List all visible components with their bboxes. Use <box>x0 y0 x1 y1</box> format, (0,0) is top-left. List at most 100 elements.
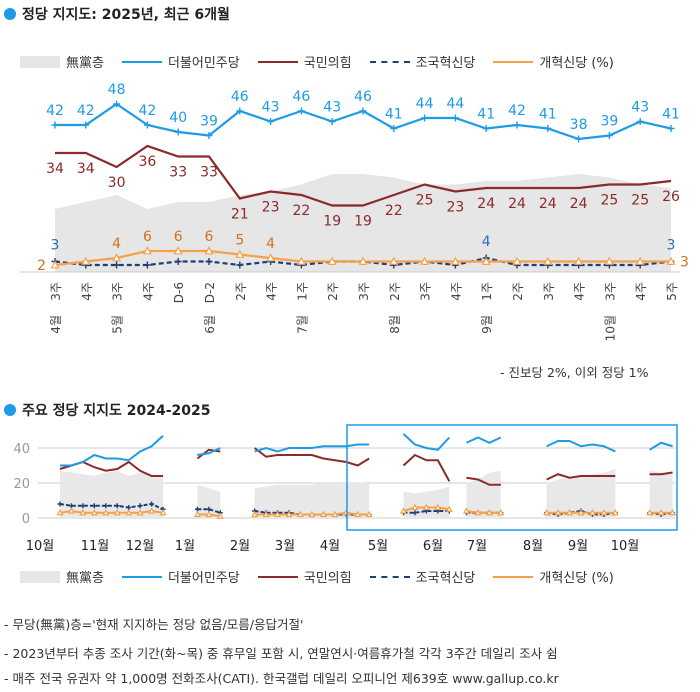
x-tick-label: D-6 <box>172 282 186 303</box>
data-label: 24 <box>508 196 526 212</box>
legend-swatch <box>257 60 298 63</box>
triangle-marker <box>657 509 665 516</box>
triangle-marker <box>358 256 368 265</box>
triangle-marker <box>173 246 183 255</box>
legend-swatch <box>20 55 60 68</box>
triangle-marker <box>274 510 282 518</box>
data-label: 3 <box>680 255 689 271</box>
triangle-marker <box>205 510 213 518</box>
triangle-marker <box>635 256 645 265</box>
triangle-marker <box>327 256 337 265</box>
x-tick-label: 5월 <box>368 539 388 554</box>
triangle-marker <box>319 510 327 518</box>
line-더불어민주당 <box>402 433 451 451</box>
triangle-marker <box>112 253 122 262</box>
triangle-marker <box>666 256 676 265</box>
plus-marker <box>412 510 418 516</box>
area-無黨층 <box>197 484 221 518</box>
x-tick-label: 3주 <box>49 282 63 301</box>
line-더불어민주당 <box>60 435 164 467</box>
plus-marker <box>236 107 244 115</box>
triangle-marker <box>399 507 408 514</box>
data-label: 24 <box>570 196 588 212</box>
plus-marker <box>328 118 336 125</box>
x-tick-label: 1주 <box>295 282 309 301</box>
line-국민의힘 <box>196 448 221 460</box>
plus-marker <box>205 258 213 265</box>
data-label: 6 <box>143 229 152 245</box>
plus-marker <box>605 132 613 139</box>
data-label: 19 <box>323 214 341 230</box>
plus-marker <box>51 121 59 129</box>
legend-swatch <box>369 60 410 63</box>
triangle-marker <box>81 256 91 265</box>
x-tick-label: 4월 <box>320 539 340 554</box>
x-tick-label: 4주 <box>141 282 155 301</box>
y-tick-label: 40 <box>13 442 30 457</box>
triangle-marker <box>646 509 654 516</box>
data-label: 4 <box>112 236 121 252</box>
data-label: 39 <box>200 114 218 130</box>
legend-label: 국민의힘 <box>303 56 352 71</box>
triangle-marker <box>354 510 362 518</box>
x-tick-label: 12월 <box>126 539 155 554</box>
data-label: 26 <box>662 189 680 205</box>
triangle-marker <box>262 510 270 518</box>
plus-marker <box>113 100 121 108</box>
plus-marker <box>57 501 63 507</box>
line-국민의힘 <box>55 144 672 207</box>
data-label: 46 <box>231 89 249 105</box>
note-1: - 무당(無黨)층='현재 지지하는 정당 없음/모름/응답거절' <box>4 617 304 632</box>
triangle-marker <box>669 509 677 516</box>
x-tick-label: 4주 <box>265 282 279 301</box>
data-label: 24 <box>539 196 557 212</box>
data-label: 25 <box>416 193 434 209</box>
x-tick-label: D-2 <box>203 282 217 303</box>
x-tick-label: 4주 <box>80 282 94 301</box>
data-label: 33 <box>200 165 218 181</box>
data-label: 44 <box>446 96 464 112</box>
data-label: 42 <box>138 103 156 119</box>
y-tick-label: 20 <box>13 477 30 492</box>
plus-marker <box>80 503 86 509</box>
triangle-marker <box>588 509 596 516</box>
area-無黨층 <box>649 470 673 518</box>
data-label: 30 <box>108 175 126 191</box>
triangle-marker <box>411 503 419 511</box>
data-label: 21 <box>231 207 249 223</box>
x-tick-label: 6월 <box>423 539 443 554</box>
line-조국혁신당 <box>59 502 164 511</box>
data-label: 41 <box>385 107 403 123</box>
data-label: 42 <box>46 103 64 119</box>
data-label: 46 <box>354 89 372 105</box>
x-tick-label: 2주 <box>326 282 340 301</box>
triangle-marker <box>445 505 453 512</box>
triangle-marker <box>574 256 584 265</box>
triangle-marker <box>485 509 493 516</box>
line-조국혁신당 <box>54 256 672 267</box>
triangle-marker <box>285 510 293 518</box>
triangle-marker <box>113 509 121 516</box>
data-label: 22 <box>385 203 403 219</box>
plus-marker <box>636 118 644 125</box>
triangle-marker <box>296 510 304 518</box>
plus-marker <box>575 135 583 143</box>
triangle-marker <box>600 509 608 516</box>
x-tick-label: 4주 <box>634 282 648 301</box>
triangle-marker <box>79 509 87 516</box>
triangle-marker <box>474 509 482 516</box>
data-label: 43 <box>631 100 649 116</box>
data-label: 41 <box>662 107 680 123</box>
line-국민의힘 <box>546 473 616 481</box>
note-3: - 매주 전국 유권자 약 1,000명 전화조사(CATI). 한국갤럽 데일… <box>4 671 559 686</box>
plus-marker <box>205 132 213 139</box>
plus-marker <box>113 261 121 269</box>
x-tick-label: 3주 <box>419 282 433 301</box>
plus-marker <box>149 501 155 507</box>
triangle-marker <box>148 507 156 514</box>
triangle-marker <box>142 246 152 255</box>
legend-label: 개혁신당 (%) <box>539 571 614 586</box>
triangle-marker <box>543 256 553 265</box>
triangle-marker <box>216 512 224 519</box>
triangle-marker <box>251 510 259 518</box>
